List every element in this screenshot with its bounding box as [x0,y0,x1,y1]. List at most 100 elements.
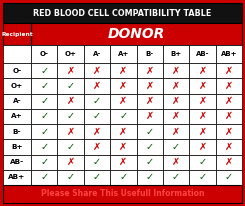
Polygon shape [163,63,189,78]
Text: ✗: ✗ [198,66,207,76]
Text: A-: A- [93,51,101,57]
Text: ✓: ✓ [198,172,207,182]
Text: ✓: ✓ [40,157,48,167]
Text: ✗: ✗ [66,127,75,137]
Text: ✗: ✗ [172,66,180,76]
Polygon shape [3,185,242,203]
Text: ✗: ✗ [172,127,180,137]
Text: ✓: ✓ [93,172,101,182]
Text: ✗: ✗ [198,127,207,137]
Text: ✗: ✗ [172,81,180,91]
Polygon shape [216,154,242,170]
Text: AB-: AB- [196,51,209,57]
Polygon shape [163,154,189,170]
Text: ✗: ✗ [225,127,233,137]
Text: ✗: ✗ [119,142,127,152]
Polygon shape [3,78,31,94]
Text: ✓: ✓ [66,172,75,182]
Text: ✗: ✗ [225,111,233,121]
Polygon shape [136,94,163,109]
Polygon shape [3,170,31,185]
Polygon shape [31,94,57,109]
Text: ✗: ✗ [225,142,233,152]
Polygon shape [84,139,110,154]
Polygon shape [110,124,136,139]
Text: ✗: ✗ [66,66,75,76]
Text: AB+: AB+ [8,174,26,180]
Polygon shape [216,124,242,139]
Polygon shape [3,63,31,78]
Text: ✓: ✓ [146,142,154,152]
Text: ✗: ✗ [119,66,127,76]
Polygon shape [3,3,242,23]
Polygon shape [110,109,136,124]
Polygon shape [136,45,163,63]
Polygon shape [3,109,31,124]
Text: ✗: ✗ [146,96,154,106]
Text: B-: B- [13,129,21,135]
Text: ✓: ✓ [40,66,48,76]
Polygon shape [216,170,242,185]
Text: ✗: ✗ [225,157,233,167]
Polygon shape [84,94,110,109]
Text: Recipient: Recipient [1,32,33,36]
Polygon shape [216,94,242,109]
Polygon shape [57,124,84,139]
Text: ✗: ✗ [119,96,127,106]
Polygon shape [216,78,242,94]
Text: ✓: ✓ [40,81,48,91]
Text: ✓: ✓ [172,172,180,182]
Polygon shape [84,109,110,124]
Polygon shape [31,78,57,94]
Text: ✗: ✗ [225,96,233,106]
Polygon shape [57,63,84,78]
Text: ✗: ✗ [93,81,101,91]
Text: A+: A+ [11,113,23,119]
Text: ✓: ✓ [146,157,154,167]
Text: O+: O+ [65,51,76,57]
Polygon shape [3,45,31,63]
Text: A+: A+ [118,51,129,57]
Polygon shape [189,154,216,170]
Text: B+: B+ [171,51,182,57]
Text: ✓: ✓ [119,111,127,121]
Polygon shape [110,139,136,154]
Polygon shape [136,139,163,154]
Polygon shape [189,45,216,63]
Text: ✗: ✗ [198,111,207,121]
Polygon shape [136,124,163,139]
Polygon shape [84,124,110,139]
Polygon shape [57,154,84,170]
Polygon shape [3,124,31,139]
Polygon shape [110,45,136,63]
Polygon shape [216,63,242,78]
Polygon shape [57,170,84,185]
Polygon shape [31,109,57,124]
Text: ✗: ✗ [93,142,101,152]
Polygon shape [31,45,57,63]
Text: O-: O- [40,51,49,57]
Text: ✓: ✓ [198,157,207,167]
Text: B-: B- [146,51,154,57]
Polygon shape [110,154,136,170]
Polygon shape [136,170,163,185]
Text: ✗: ✗ [66,96,75,106]
Polygon shape [216,45,242,63]
Text: ✗: ✗ [119,81,127,91]
Text: ✓: ✓ [40,96,48,106]
Text: ✗: ✗ [93,66,101,76]
Polygon shape [3,154,31,170]
Text: RED BLOOD CELL COMPATIBILITY TABLE: RED BLOOD CELL COMPATIBILITY TABLE [33,8,212,18]
Polygon shape [31,139,57,154]
Text: ✗: ✗ [225,66,233,76]
Polygon shape [163,45,189,63]
Text: ✓: ✓ [93,96,101,106]
Text: ✓: ✓ [146,172,154,182]
Text: ✗: ✗ [198,96,207,106]
Polygon shape [31,154,57,170]
Polygon shape [31,170,57,185]
Text: AB+: AB+ [220,51,237,57]
Text: ✓: ✓ [225,172,233,182]
Polygon shape [57,109,84,124]
Polygon shape [84,45,110,63]
